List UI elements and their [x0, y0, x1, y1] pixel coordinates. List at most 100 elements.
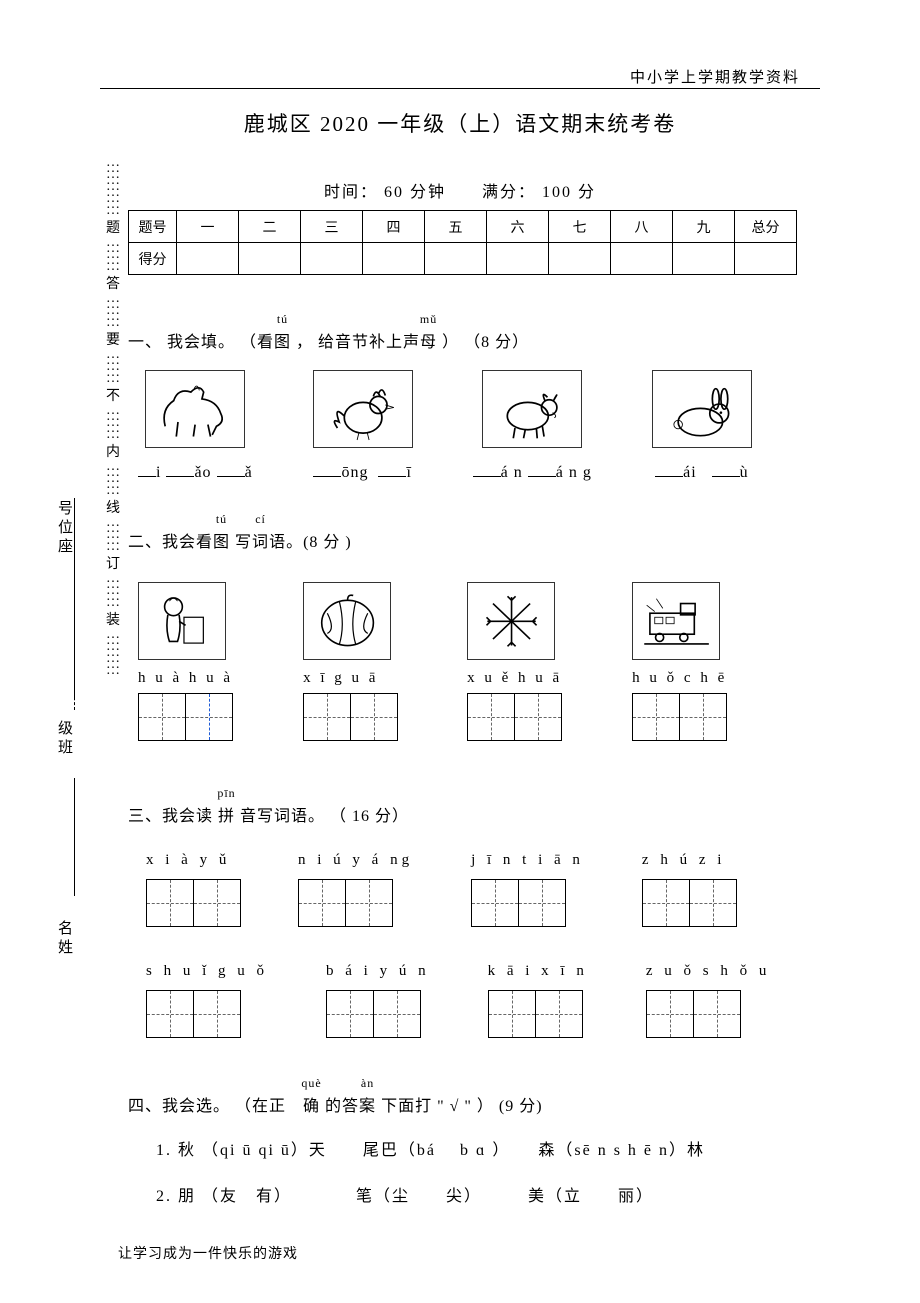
table-cell[interactable]: [673, 243, 735, 275]
snowflake-icon: [467, 582, 555, 660]
tian-grid[interactable]: [326, 990, 420, 1038]
pinyin-label: h u ǒ c h ē: [632, 670, 727, 687]
table-cell[interactable]: [301, 243, 363, 275]
table-row: 题号 一 二 三 四 五 六 七 八 九 总分: [129, 211, 797, 243]
q3-item: b á i y ú n: [326, 963, 430, 1038]
tian-grid[interactable]: [467, 693, 561, 741]
tian-grid[interactable]: [298, 879, 392, 927]
rabbit-icon: [652, 370, 752, 448]
section-2: 二、我会看tú图 写cí词语。(8 分 ) h u à h u à x ī g …: [128, 528, 830, 741]
section-title: 三、我会读 pīn拼 音写词语。 （ 16 分）: [128, 802, 830, 826]
table-cell: 得分: [129, 243, 177, 275]
table-cell: 三: [301, 211, 363, 243]
tian-grid[interactable]: [646, 990, 740, 1038]
section-title: 一、 我会填。 （看tú图 ， 给音节补上声mǔ母 ） （8 分）: [128, 328, 830, 352]
rooster-icon: [313, 370, 413, 448]
table-cell[interactable]: [735, 243, 797, 275]
pinyin-label: x ī g u ā: [303, 670, 378, 687]
tian-grid[interactable]: [471, 879, 565, 927]
q2-item: h u ǒ c h ē: [632, 582, 727, 741]
pinyin-blanks[interactable]: ái ù: [655, 464, 749, 482]
section-4: 四、我会选。 （在正 què确 的答àn案 下面打 " √ " ） (9 分) …: [128, 1092, 830, 1206]
section-title: 四、我会选。 （在正 què确 的答àn案 下面打 " √ " ） (9 分): [128, 1092, 830, 1116]
pinyin-label: x i à y ǔ: [146, 852, 230, 869]
tian-grid[interactable]: [488, 990, 582, 1038]
q3-row: x i à y ǔ n i ú y á ng j ī n t i ā n z h…: [146, 852, 830, 927]
pinyin-label: j ī n t i ā n: [471, 852, 584, 869]
table-cell: 九: [673, 211, 735, 243]
goat-icon: [482, 370, 582, 448]
table-cell: 总分: [735, 211, 797, 243]
table-cell[interactable]: [177, 243, 239, 275]
class-label: 级班: [54, 720, 75, 758]
pinyin-label: z u ǒ s h ǒ u: [646, 963, 771, 980]
margin-bar: [74, 778, 75, 896]
table-cell: 题号: [129, 211, 177, 243]
section-title: 二、我会看tú图 写cí词语。(8 分 ): [128, 528, 830, 552]
name-label: 名姓: [54, 920, 75, 958]
q4-line[interactable]: 2. 朋 （友 有） 笔（尘 尖） 美（立 丽）: [156, 1182, 830, 1206]
pinyin-blanks[interactable]: i ǎo ǎ: [138, 464, 253, 482]
q3-item: n i ú y á ng: [298, 852, 413, 927]
q3-row: s h u ǐ g u ǒ b á i y ú n k ā i x ī n z …: [146, 963, 830, 1038]
q1-item: ōng ī: [313, 370, 413, 482]
pinyin-label: z h ú z i: [642, 852, 725, 869]
q1-item: i ǎo ǎ: [138, 370, 253, 482]
q3-item: x i à y ǔ: [146, 852, 240, 927]
tian-grid[interactable]: [632, 693, 726, 741]
table-cell[interactable]: [549, 243, 611, 275]
q3-item: z u ǒ s h ǒ u: [646, 963, 771, 1038]
pinyin-blanks[interactable]: á n á n g: [473, 464, 592, 482]
pinyin-label: s h u ǐ g u ǒ: [146, 963, 268, 980]
table-cell[interactable]: [611, 243, 673, 275]
pinyin-label: k ā i x ī n: [488, 963, 588, 980]
table-cell[interactable]: [239, 243, 301, 275]
seat-label: 号位座: [54, 500, 75, 557]
section-3: 三、我会读 pīn拼 音写词语。 （ 16 分） x i à y ǔ n i ú…: [128, 802, 830, 1038]
tian-grid[interactable]: [138, 693, 232, 741]
tian-grid[interactable]: [642, 879, 736, 927]
train-icon: [632, 582, 720, 660]
q4-line[interactable]: 1. 秋 （qi ū qi ū）天 尾巴（bá b ɑ ） 森（sē n s h…: [156, 1136, 830, 1160]
pinyin-label: h u à h u à: [138, 670, 233, 687]
pinyin-label: b á i y ú n: [326, 963, 430, 980]
q2-item: h u à h u à: [138, 582, 233, 741]
header-subject: 中小学上学期教学资料: [630, 66, 800, 87]
q3-item: z h ú z i: [642, 852, 736, 927]
tian-grid[interactable]: [146, 990, 240, 1038]
q3-item: s h u ǐ g u ǒ: [146, 963, 268, 1038]
pinyin-blanks[interactable]: ōng ī: [313, 464, 411, 482]
q2-item: x u ě h u ā: [467, 582, 562, 741]
table-cell: 六: [487, 211, 549, 243]
table-cell: 四: [363, 211, 425, 243]
page-title: 鹿城区 2020 一年级（上）语文期末统考卷: [0, 108, 920, 138]
tian-grid[interactable]: [303, 693, 397, 741]
header-rule: [100, 88, 820, 89]
q3-item: j ī n t i ā n: [471, 852, 584, 927]
pinyin-label: n i ú y á ng: [298, 852, 413, 869]
table-cell: 七: [549, 211, 611, 243]
table-cell: 五: [425, 211, 487, 243]
tian-grid[interactable]: [146, 879, 240, 927]
table-row: 得分: [129, 243, 797, 275]
score-table: 题号 一 二 三 四 五 六 七 八 九 总分 得分: [128, 210, 797, 275]
table-cell: 一: [177, 211, 239, 243]
margin-dash: [74, 604, 75, 710]
table-cell: 八: [611, 211, 673, 243]
watermelon-icon: [303, 582, 391, 660]
q3-item: k ā i x ī n: [488, 963, 588, 1038]
table-cell[interactable]: [425, 243, 487, 275]
child-drawing-icon: [138, 582, 226, 660]
horse-icon: [145, 370, 245, 448]
timing-line: 时间： 60 分钟 满分： 100 分: [0, 178, 920, 202]
pinyin-label: x u ě h u ā: [467, 670, 562, 687]
table-cell[interactable]: [363, 243, 425, 275]
q2-item: x ī g u ā: [303, 582, 397, 741]
section-1: 一、 我会填。 （看tú图 ， 给音节补上声mǔ母 ） （8 分） i ǎo ǎ…: [128, 328, 830, 482]
footer-text: 让学习成为一件快乐的游戏: [118, 1243, 298, 1263]
q1-item: ái ù: [652, 370, 752, 482]
fold-margin: ……………………… 题 …………… 答 …………… 要 …………… 不 ……………: [106, 160, 124, 1203]
q1-item: á n á n g: [473, 370, 592, 482]
table-cell: 二: [239, 211, 301, 243]
table-cell[interactable]: [487, 243, 549, 275]
